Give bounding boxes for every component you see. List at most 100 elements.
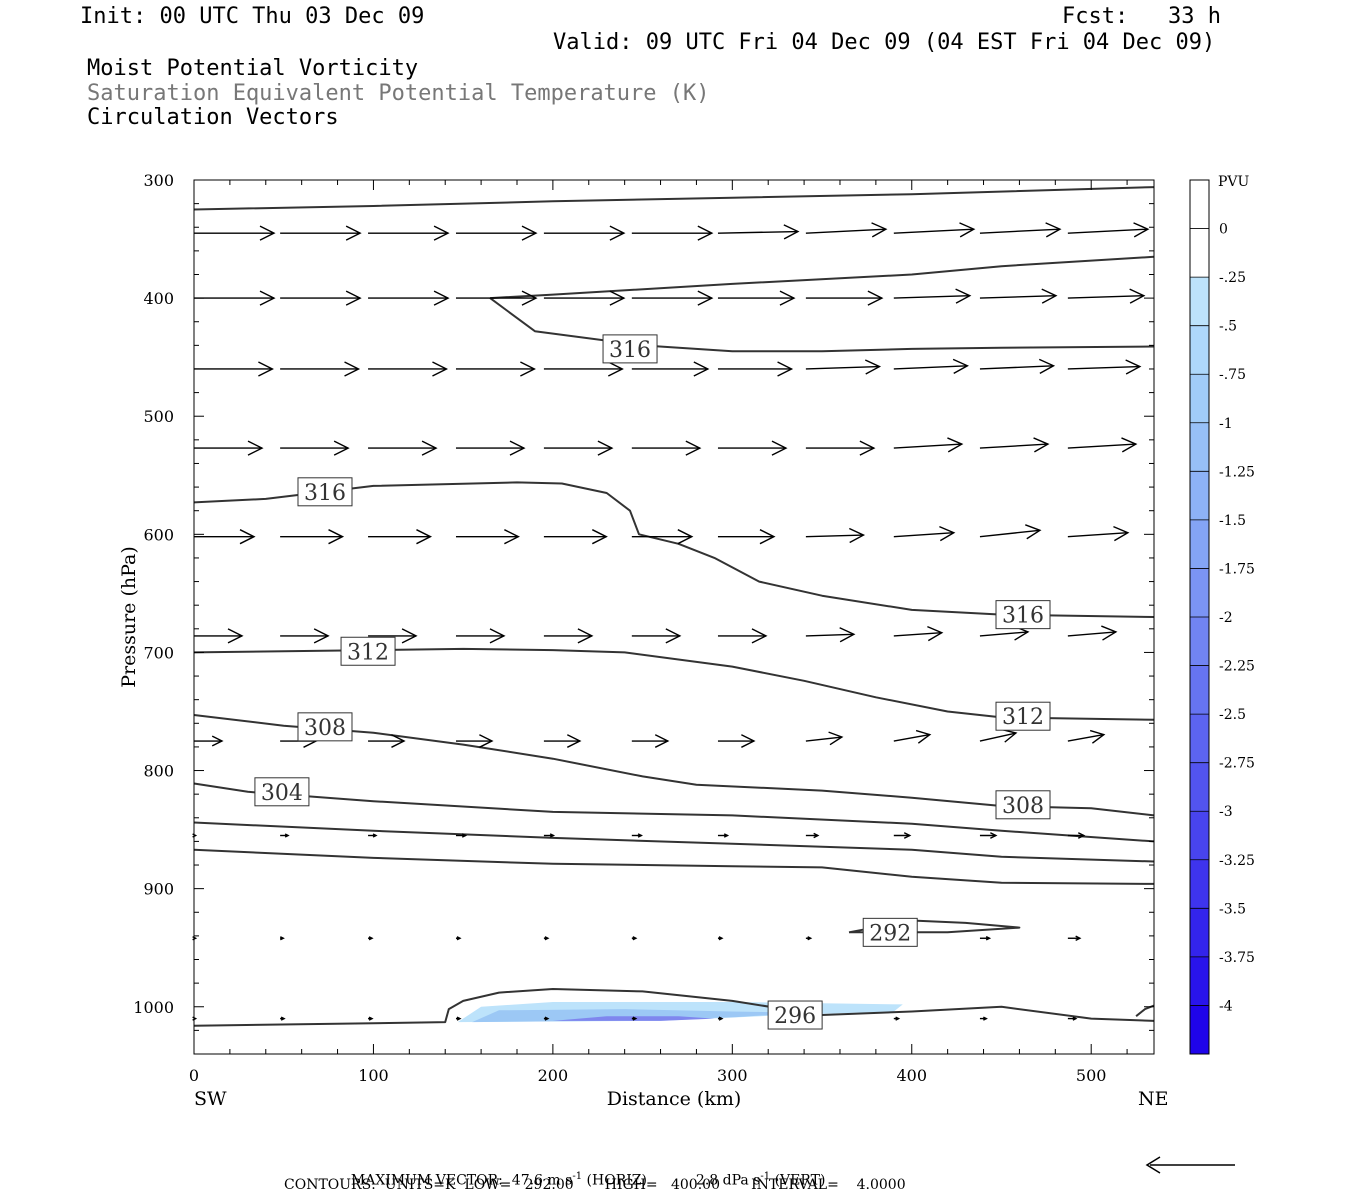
circulation-vector — [979, 288, 1058, 304]
plot-frame — [193, 179, 1155, 1055]
vector-shaft — [1067, 443, 1136, 449]
vector-head — [813, 832, 820, 839]
colorbar-swatch — [1190, 762, 1209, 812]
circulation-vector — [805, 359, 882, 375]
circulation-vector — [543, 833, 556, 838]
circulation-vector — [543, 628, 594, 644]
circulation-vector — [893, 358, 969, 374]
vector-head — [1072, 1016, 1078, 1021]
contour-label-text: 312 — [347, 640, 389, 665]
circulation-vector — [455, 361, 536, 377]
contour-label-box — [767, 1000, 823, 1030]
colorbar-level-label: -2.75 — [1219, 756, 1255, 772]
colorbar-swatch — [1190, 956, 1209, 1006]
circulation-vector — [717, 628, 768, 644]
circulation-vector — [1067, 832, 1086, 839]
horiz-exponent: -1 — [572, 1171, 583, 1182]
vector-head — [697, 290, 714, 306]
vector-head — [456, 936, 462, 941]
vector-shaft — [1067, 733, 1104, 742]
contour-label: 304 — [254, 777, 310, 807]
vector-head — [247, 440, 264, 456]
contour-label-text: 308 — [1002, 794, 1044, 819]
vector-head — [549, 833, 556, 838]
valid-time: Valid: 09 UTC Fri 04 Dec 09 (04 EST Fri … — [553, 30, 1216, 55]
colorbar-level-label: -1 — [1219, 416, 1233, 432]
vector-head — [807, 936, 813, 941]
vector-head — [741, 734, 756, 748]
contour-label: 316 — [602, 334, 658, 364]
circulation-vector — [455, 290, 538, 306]
vector-shaft — [1067, 631, 1116, 637]
vector-shaft — [893, 733, 930, 742]
vector-head — [521, 225, 538, 241]
colorbar-level-label: -.5 — [1219, 319, 1237, 335]
contour-label-box — [995, 790, 1051, 820]
colorbar-level-label: -1.75 — [1219, 561, 1255, 577]
colorbar-level-label: -2.5 — [1219, 707, 1246, 723]
circulation-vector — [979, 935, 992, 941]
contour-label-text: 312 — [1002, 705, 1044, 730]
circulation-vector — [805, 627, 856, 643]
vector-head — [939, 525, 956, 542]
vector-head — [1113, 525, 1130, 542]
colorbar-swatch — [1190, 325, 1209, 375]
vector-head — [718, 1016, 724, 1021]
circulation-vector — [1067, 222, 1150, 238]
colorbar-level-label: -1.5 — [1219, 513, 1246, 529]
vector-head — [284, 833, 290, 838]
colorbar-swatch — [1190, 422, 1209, 472]
vector-head — [344, 361, 361, 377]
contour-label-box — [254, 777, 310, 807]
vector-head — [952, 358, 969, 374]
vector-head — [479, 734, 494, 748]
circulation-vector — [280, 225, 362, 241]
colorbar-level-label: -3.5 — [1219, 901, 1246, 917]
colorbar-swatch — [1190, 665, 1209, 715]
vector-shaft — [979, 732, 1017, 742]
pv-colorbar: 0 -.25 -.5 -.75 -1 -1.25 -1.5 -1.75 -2 -2.25 -2.5 -… — [1189, 179, 1255, 1055]
circulation-vector — [455, 1016, 462, 1021]
x-left-end-label: SW — [194, 1088, 227, 1110]
vector-shaft — [979, 529, 1041, 538]
circulation-vector — [631, 628, 682, 644]
colorbar-swatch — [1190, 1005, 1209, 1055]
colorbar-swatch — [1190, 374, 1209, 424]
circulation-vector — [893, 625, 944, 642]
circulation-vector — [979, 524, 1042, 540]
contour-label-box — [995, 600, 1051, 630]
circulation-vector — [893, 525, 956, 542]
y-tick-label: 700 — [143, 643, 174, 662]
y-tick-label: 300 — [143, 171, 174, 190]
vector-shaft — [1067, 531, 1128, 538]
vector-head — [839, 627, 856, 643]
vector-head — [597, 440, 614, 456]
vector-shaft — [893, 365, 968, 370]
theta-es-contour — [193, 848, 1155, 885]
vector-head — [544, 1016, 550, 1021]
axis-layer: 0 100 200 300 400 500 300 400 500 600 700 800 900 100… — [133, 171, 1154, 1085]
y-tick-label: 500 — [143, 407, 174, 426]
colorbar-level-label: 0 — [1219, 222, 1228, 238]
colorbar-level-label: -3.75 — [1219, 950, 1255, 966]
circulation-vector — [717, 440, 788, 456]
circulation-vector — [1067, 625, 1118, 641]
colorbar-level-label: -1.25 — [1219, 464, 1255, 480]
contour-label: 316 — [995, 600, 1051, 630]
vector-head — [1101, 625, 1118, 641]
vector-head — [751, 628, 768, 644]
y-axis-label: Pressure (hPa) — [118, 546, 140, 688]
circulation-vector — [194, 225, 276, 241]
vector-head — [489, 628, 506, 644]
circulation-vector — [1067, 288, 1146, 304]
pv-shading-layer — [457, 1002, 903, 1023]
vector-head — [1133, 222, 1150, 238]
contour-label: 312 — [340, 636, 396, 666]
circulation-vector — [194, 440, 264, 456]
vector-head — [432, 361, 449, 377]
vector-head — [632, 1016, 638, 1021]
circulation-vector — [805, 832, 820, 839]
circulation-vector — [631, 290, 714, 306]
vector-head — [280, 936, 285, 941]
circulation-vector — [280, 936, 285, 941]
